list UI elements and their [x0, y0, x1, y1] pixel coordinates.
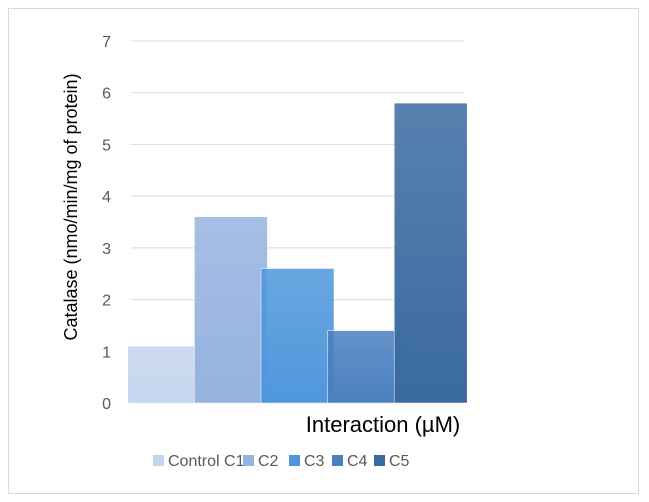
- bar-chart: 0 1 2 3 4 5 6 7 Catalase (nmo/min/mg of protein…: [61, 34, 468, 470]
- y-tick-label: 7: [102, 34, 111, 51]
- x-axis-label: Interaction (µM): [306, 412, 461, 437]
- y-axis-ticks: 0 1 2 3 4 5 6 7: [102, 34, 111, 413]
- legend-item-control-c1: Control C1: [153, 453, 245, 470]
- bar-c5: [393, 102, 468, 404]
- y-tick-label: 3: [102, 241, 111, 258]
- y-tick-label: 4: [102, 189, 111, 206]
- y-tick-label: 0: [102, 396, 111, 413]
- legend-swatch: [243, 455, 254, 466]
- legend-swatch: [374, 455, 385, 466]
- legend-swatch: [289, 455, 300, 466]
- bar-c2: [194, 216, 268, 404]
- y-tick-label: 1: [102, 344, 111, 361]
- bar-c3: [260, 268, 335, 404]
- legend: Control C1 C2 C3 C4 C5: [153, 453, 410, 470]
- bar-c4: [327, 330, 401, 404]
- legend-label: C2: [258, 453, 279, 470]
- legend-label: Control C1: [168, 453, 245, 470]
- legend-label: C3: [304, 453, 325, 470]
- legend-item-c5: C5: [374, 453, 410, 470]
- bars: [127, 102, 468, 404]
- legend-swatch: [153, 455, 164, 466]
- legend-label: C4: [347, 453, 368, 470]
- y-tick-label: 5: [102, 137, 111, 154]
- bar-control-c1: [127, 345, 202, 404]
- y-tick-label: 2: [102, 293, 111, 310]
- chart-frame: 0 1 2 3 4 5 6 7 Catalase (nmo/min/mg of protein…: [8, 8, 639, 494]
- legend-label: C5: [389, 453, 410, 470]
- legend-item-c3: C3: [289, 453, 325, 470]
- y-axis-label: Catalase (nmo/min/mg of protein): [61, 73, 81, 340]
- legend-swatch: [332, 455, 343, 466]
- legend-item-c2: C2: [243, 453, 279, 470]
- legend-item-c4: C4: [332, 453, 368, 470]
- y-tick-label: 6: [102, 86, 111, 103]
